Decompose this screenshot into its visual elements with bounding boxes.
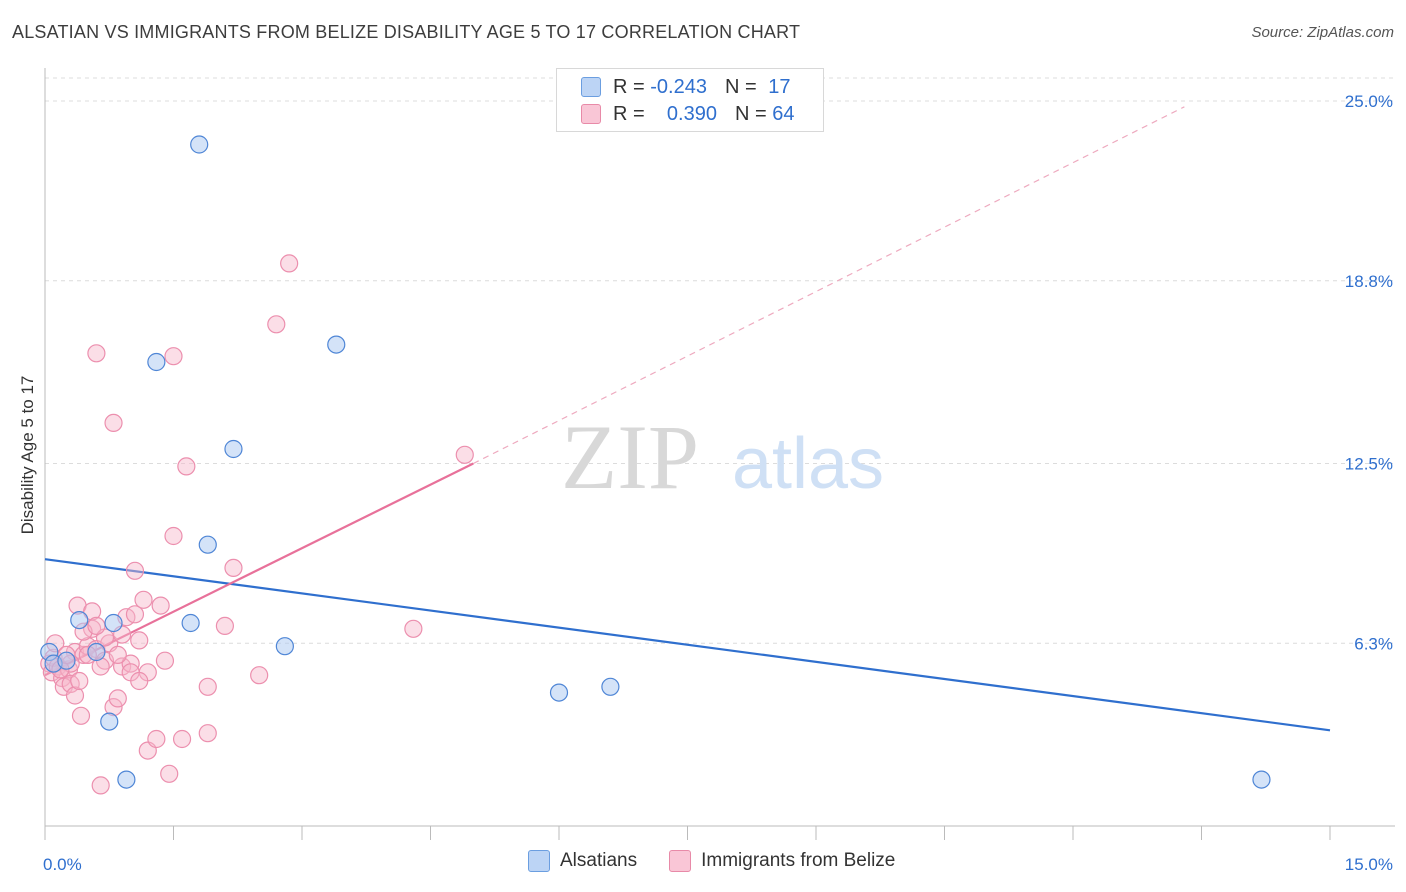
point-belize [65,686,85,705]
legend-n-label: N = [724,75,757,98]
legend-item-belize: Immigrants from Belize [669,850,895,872]
legend-r-value: 0.390 [666,102,717,125]
point-belize [280,254,299,273]
point-belize [87,344,106,363]
legend-r-label: R = [613,75,645,98]
legend-item-alsatians: Alsatians [528,850,637,872]
point-alsatian [87,642,106,662]
point-alsatian [275,637,294,656]
point-alsatian [1252,770,1271,789]
point-alsatian [147,352,166,372]
point-belize [160,764,179,783]
trend-line-belize-extension [473,106,1185,465]
watermark-atlas: atlas [732,424,884,504]
data-points [40,135,1271,795]
axes [44,68,1395,840]
grid-lines [45,77,1395,644]
point-belize [267,315,286,334]
point-alsatian [117,770,136,789]
point-belize [404,619,423,638]
point-belize [224,558,243,578]
point-alsatian [224,439,243,459]
point-belize [87,616,106,636]
point-alsatian [104,613,123,633]
legend-n-value: 64 [772,102,795,125]
watermark-zip: ZIP [561,406,699,508]
legend-row-belize: R = 0.390 N = 64 [581,101,794,127]
y-axis-label: Disability Age 5 to 17 [18,375,37,535]
trend-lines [44,106,1331,732]
point-belize [108,689,127,708]
trend-line-belize [44,462,474,677]
point-belize [134,590,153,609]
point-belize [455,445,474,464]
point-belize [83,602,102,621]
y-tick-label: 25.0% [1345,92,1393,111]
y-tick-label: 18.8% [1345,272,1393,291]
legend-swatch-blue [581,77,601,97]
legend-swatch-pink [669,850,692,872]
point-belize [177,457,196,476]
point-alsatian [601,677,620,696]
point-belize [198,724,217,743]
point-belize [164,526,183,546]
legend-label-alsatians: Alsatians [560,850,638,871]
point-belize [172,729,192,749]
point-belize [70,671,89,691]
legend-n-value: 17 [768,75,791,98]
source-label: Source: ZipAtlas.com [1251,24,1394,41]
point-belize [108,645,127,665]
watermark: ZIP atlas [561,406,884,508]
point-belize [104,413,123,432]
point-belize [130,671,149,691]
point-belize [147,729,166,749]
x-tick-label: 15.0% [1345,855,1393,874]
point-alsatian [549,683,569,702]
point-belize [164,347,183,366]
trend-line-alsatians [44,558,1331,732]
y-tick-label: 12.5% [1345,455,1393,474]
point-alsatian [198,535,217,554]
point-alsatian [181,613,200,633]
legend-swatch-pink [581,104,601,124]
point-belize [155,651,175,670]
point-alsatian [70,610,89,630]
y-tick-label: 6.3% [1354,634,1393,653]
stats-legend: R = -0.243 N = 17 R = 0.390 N = 64 [556,68,824,132]
legend-r-value: -0.243 [650,75,707,98]
series-legend: Alsatians Immigrants from Belize [528,850,927,872]
point-belize [151,596,170,615]
legend-label-belize: Immigrants from Belize [701,850,896,871]
point-belize [215,616,234,636]
tick-labels: 6.3% 12.5% 18.8% 25.0% 0.0% 15.0% [43,92,1393,874]
point-alsatian [100,712,119,731]
point-alsatian [190,135,209,154]
x-tick-label: 0.0% [43,855,82,874]
legend-n-label: N = [734,102,767,125]
point-belize [91,776,110,795]
point-belize [125,561,145,580]
legend-row-alsatians: R = -0.243 N = 17 [581,74,790,100]
point-belize [125,605,145,624]
point-alsatian [327,335,346,354]
legend-r-label: R = [613,102,645,125]
point-belize [130,631,149,650]
point-belize [198,677,217,696]
point-belize [250,666,269,685]
legend-swatch-blue [528,850,550,872]
chart-title: ALSATIAN VS IMMIGRANTS FROM BELIZE DISAB… [12,22,801,42]
point-belize [71,706,91,725]
point-alsatian [57,651,76,670]
